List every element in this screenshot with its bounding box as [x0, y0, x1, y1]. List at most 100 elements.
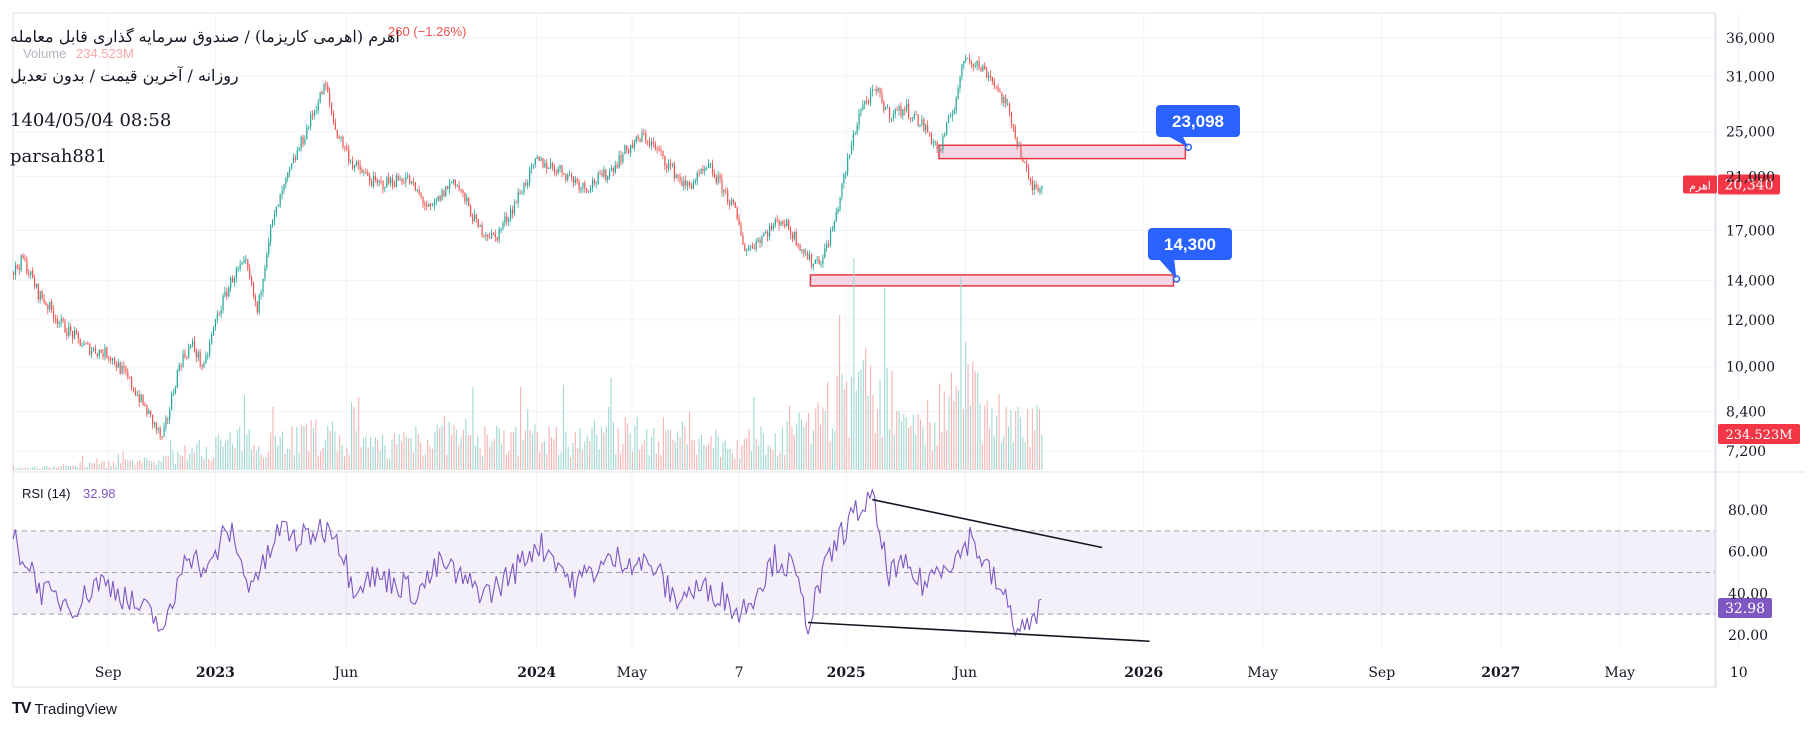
candle-body: [666, 165, 668, 169]
volume-bar: [903, 413, 905, 470]
volume-bar: [570, 457, 572, 470]
candle-body: [805, 252, 807, 254]
volume-bar: [896, 410, 898, 470]
volume-bar: [877, 408, 879, 470]
candle-body: [498, 229, 500, 241]
volume-bar: [819, 425, 822, 470]
candle-body: [22, 255, 24, 259]
volume-bar: [922, 426, 924, 470]
volume-bar: [184, 445, 186, 470]
volume-bar: [879, 379, 881, 470]
volume-bar: [777, 455, 779, 470]
support-zones[interactable]: [809, 144, 1187, 287]
candle-body: [85, 343, 87, 345]
candle-body: [681, 181, 683, 187]
volume-bar: [443, 416, 445, 470]
candle-body: [1005, 97, 1007, 104]
candle-body: [475, 214, 477, 220]
volume-bar: [427, 439, 429, 470]
candle-body: [1008, 103, 1011, 112]
volume-bar: [531, 433, 534, 470]
candle-body: [471, 216, 474, 222]
callout-box[interactable]: [1148, 228, 1232, 260]
volume-bar: [700, 435, 703, 470]
candle-body: [555, 172, 557, 173]
candle-body: [738, 218, 740, 225]
candle-body: [54, 318, 57, 320]
candle-body: [256, 301, 258, 313]
volume-bar: [584, 441, 586, 470]
candle-body: [854, 133, 856, 135]
rsi-trendlines[interactable]: [808, 498, 1150, 643]
rsi-trendline[interactable]: [808, 621, 1150, 643]
candle-body: [237, 268, 239, 270]
volume-bar: [988, 428, 991, 470]
candle-body: [165, 418, 167, 427]
volume-bar: [762, 433, 764, 470]
candle-body: [824, 248, 826, 258]
volume-bar: [298, 453, 300, 470]
candle-body: [315, 110, 317, 112]
tradingview-brand[interactable]: TV TradingView: [12, 700, 117, 718]
candle-body: [576, 179, 578, 182]
candle-body: [254, 295, 257, 302]
volume-bar: [808, 412, 810, 470]
volume-bar: [536, 431, 538, 470]
volume-bar: [934, 422, 936, 470]
candle-body: [195, 350, 198, 358]
candle-body: [378, 180, 380, 183]
candle-body: [357, 162, 359, 165]
volume-bar: [705, 445, 707, 470]
volume-bar: [82, 455, 84, 470]
volume-bar: [398, 434, 400, 470]
callout-box[interactable]: [1156, 105, 1240, 137]
volume-bar: [812, 430, 814, 470]
candle-body: [812, 264, 815, 267]
candle-body: [687, 182, 689, 186]
volume-bar: [689, 411, 691, 470]
candle-body: [603, 169, 605, 177]
volume-bar: [365, 435, 367, 470]
volume-bar: [162, 455, 165, 470]
candle-body: [706, 168, 708, 169]
candle-body: [1020, 145, 1022, 159]
brand-name: TradingView: [34, 700, 117, 718]
candle-body: [414, 182, 417, 191]
volume-bar: [981, 443, 983, 470]
candle-body: [814, 259, 816, 265]
volume-bar: [270, 432, 272, 470]
volume-bar: [362, 437, 365, 470]
volume-bar: [510, 432, 512, 470]
volume-bar: [193, 453, 196, 470]
rsi-trendline[interactable]: [872, 498, 1103, 549]
candle-body: [167, 418, 169, 420]
candle-body: [850, 145, 853, 155]
candle-body: [961, 64, 963, 77]
candle-body: [883, 102, 885, 111]
candle-body: [508, 219, 510, 222]
support-zone-rect[interactable]: [809, 274, 1175, 287]
candle-body: [340, 137, 342, 139]
candle-body: [428, 204, 430, 207]
volume-value: 234.523M: [76, 46, 134, 61]
candle-body: [281, 190, 283, 195]
volume-bar: [677, 431, 679, 470]
rsi-pane: [12, 488, 1715, 638]
candle-body: [127, 371, 129, 378]
support-zone-rect[interactable]: [938, 144, 1187, 160]
volume-bar: [874, 433, 876, 470]
volume-bar: [205, 446, 207, 470]
candle-body: [788, 219, 790, 230]
candle-body: [795, 232, 797, 245]
volume-bar: [577, 447, 579, 470]
volume-bar: [477, 435, 479, 470]
candle-body: [72, 331, 74, 339]
candle-body: [725, 189, 727, 191]
price-callouts[interactable]: 23,098 14,300: [1148, 105, 1240, 283]
volume-bar: [739, 458, 741, 470]
volume-bar: [246, 434, 248, 470]
candle-body: [487, 234, 489, 237]
candle-body: [182, 353, 184, 367]
volume-bar: [198, 439, 200, 470]
